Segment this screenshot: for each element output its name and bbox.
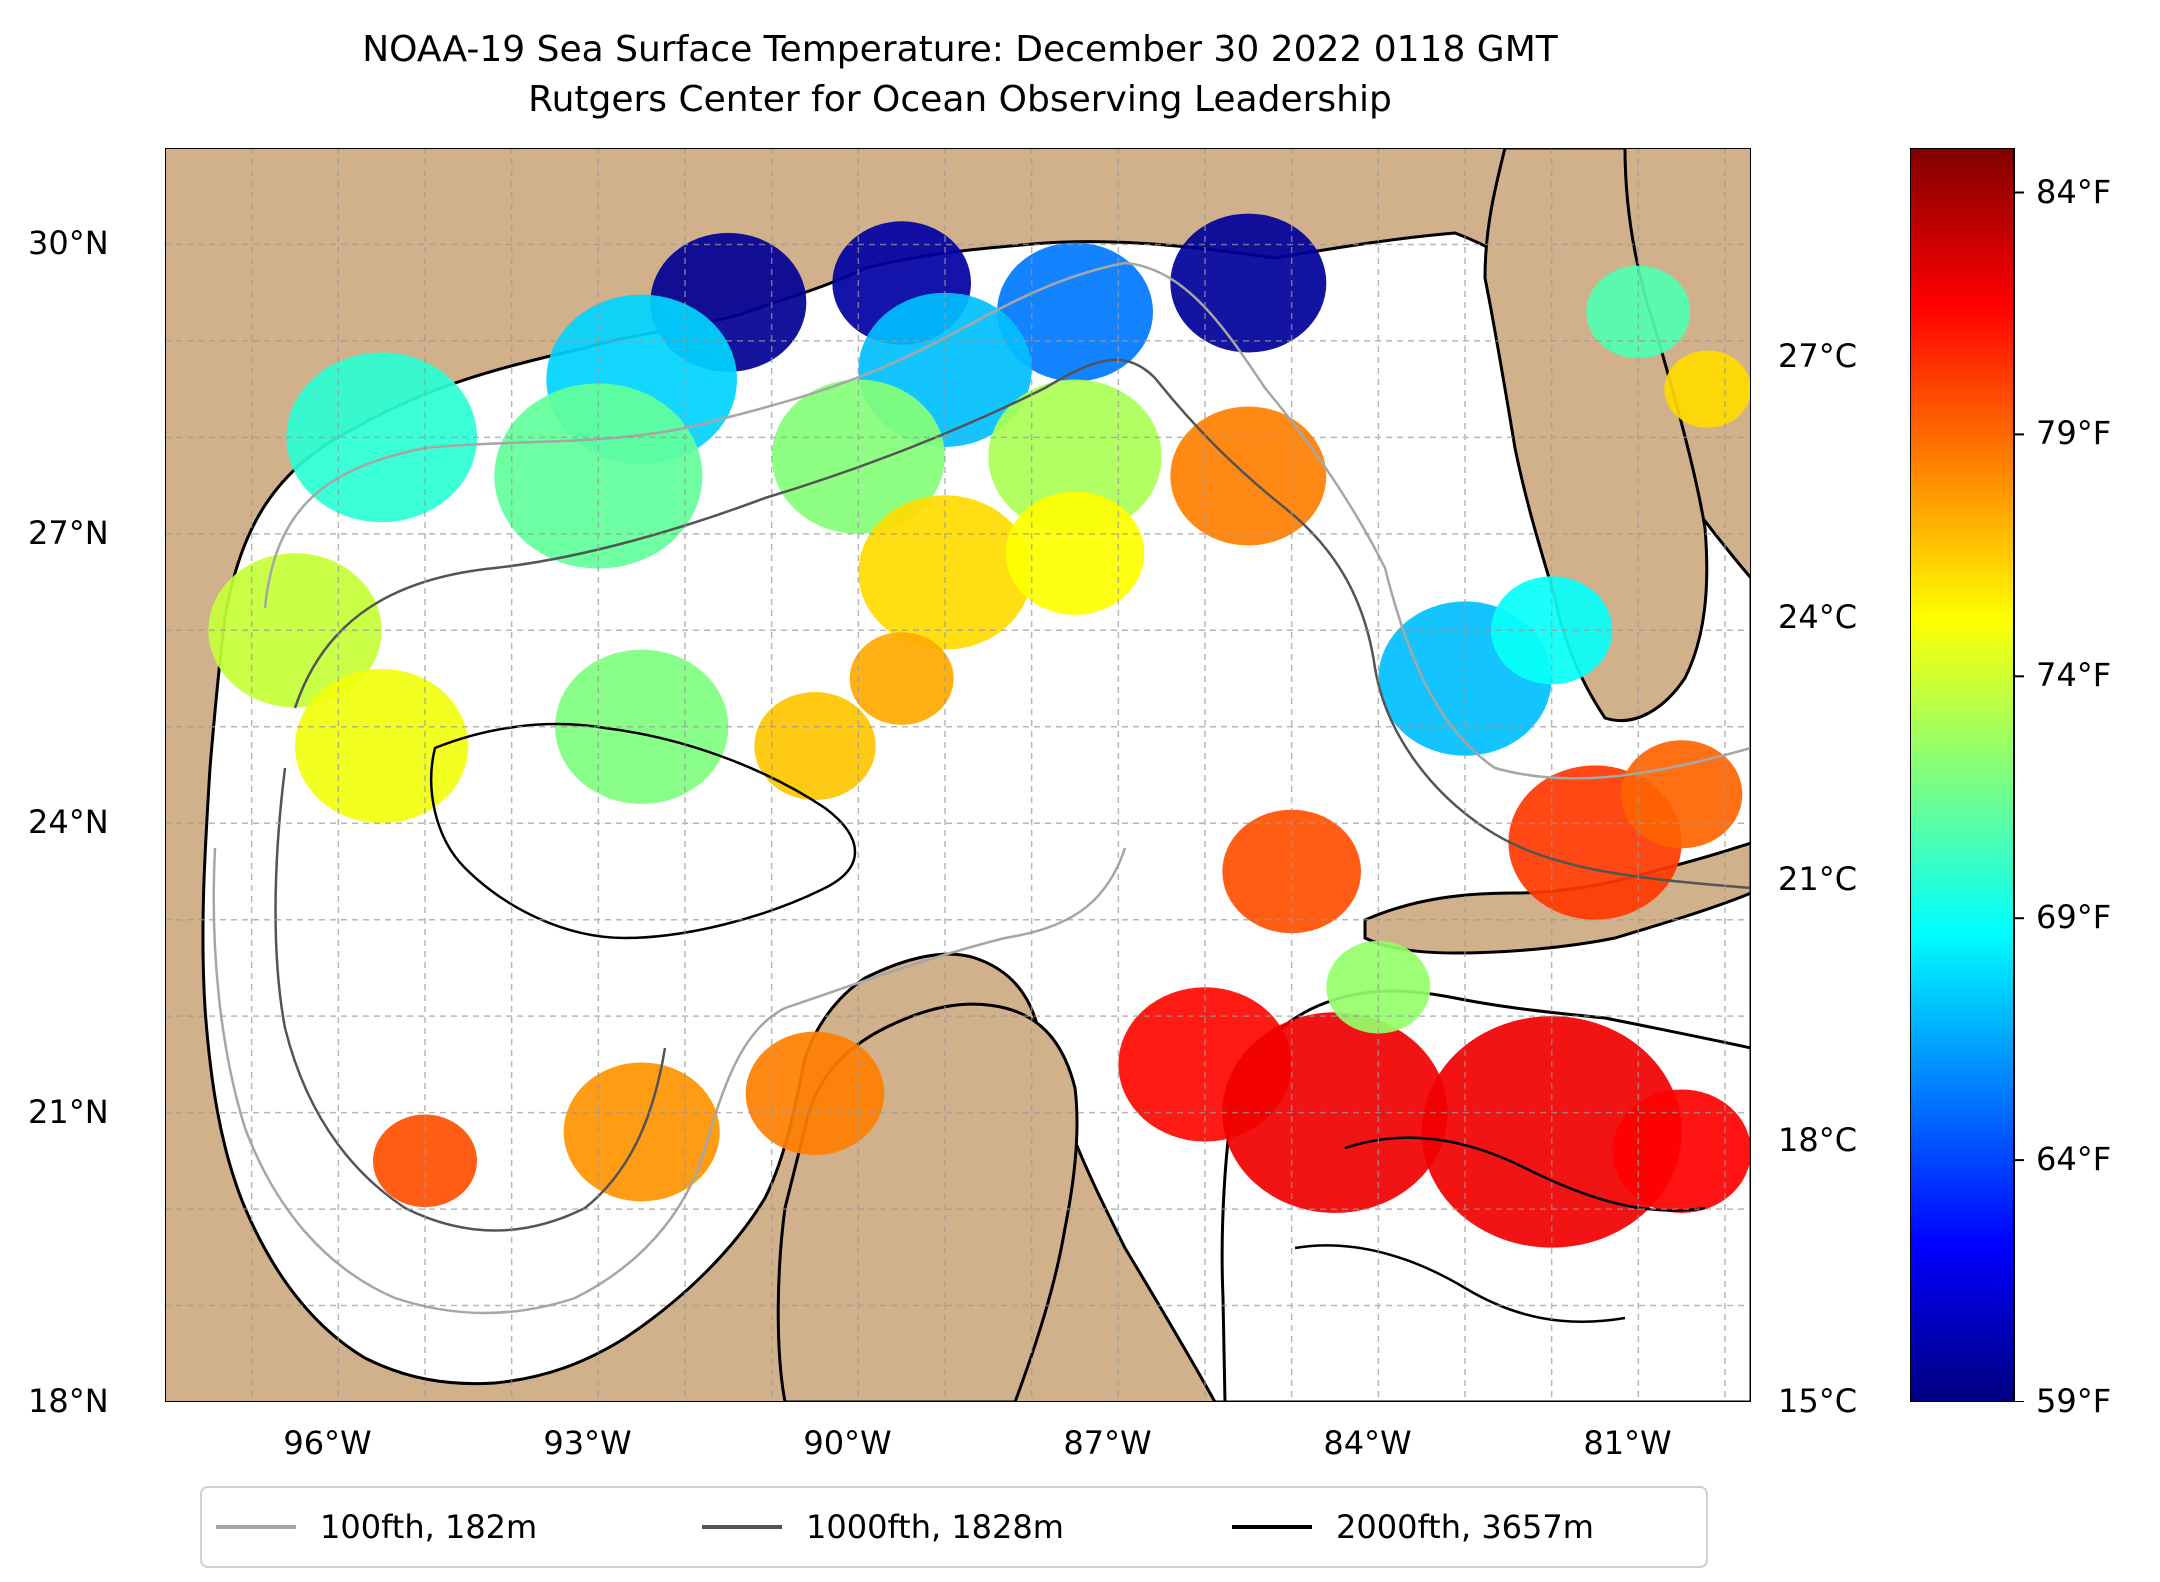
fahrenheit-tick-label: 69°F xyxy=(2036,898,2112,937)
contour-100fth-south xyxy=(212,847,1127,1315)
legend-line-1000fth xyxy=(702,1525,782,1529)
lon-tick-label: 96°W xyxy=(283,1424,372,1462)
legend-label-1000fth: 1000fth, 1828m xyxy=(806,1508,1064,1546)
celsius-tick-label: 27°C xyxy=(1778,337,1858,375)
lon-tick-label: 81°W xyxy=(1583,1424,1672,1462)
map-panel xyxy=(155,147,1752,1412)
sst-patch xyxy=(1222,809,1361,934)
map-title: NOAA-19 Sea Surface Temperature: Decembe… xyxy=(362,29,1558,70)
sst-patch xyxy=(1612,1089,1751,1213)
contour-2000fth xyxy=(430,722,857,940)
sst-patch xyxy=(754,692,876,801)
legend-item-1000fth: 1000fth, 1828m xyxy=(702,1488,1064,1566)
lon-tick-label: 87°W xyxy=(1063,1424,1152,1462)
fahrenheit-tick-label: 64°F xyxy=(2036,1140,2112,1179)
lon-tick-label: 93°W xyxy=(543,1424,632,1462)
fahrenheit-tick-label: 74°F xyxy=(2036,656,2112,695)
lat-tick-label: 24°N xyxy=(28,803,109,842)
fahrenheit-tick-label: 79°F xyxy=(2036,414,2112,453)
contour-1000fth xyxy=(293,358,1751,890)
legend-item-2000fth: 2000fth, 3657m xyxy=(1232,1488,1594,1566)
contour-legend: 100fth, 182m 1000fth, 1828m 2000fth, 365… xyxy=(200,1486,1708,1568)
legend-item-100fth: 100fth, 182m xyxy=(216,1488,537,1566)
legend-label-100fth: 100fth, 182m xyxy=(320,1508,538,1546)
celsius-tick-label: 18°C xyxy=(1778,1120,1858,1159)
lat-tick-label: 30°N xyxy=(28,224,109,263)
lon-tick-label: 84°W xyxy=(1323,1424,1412,1462)
lon-tick-label: 90°W xyxy=(803,1424,892,1462)
sst-patch xyxy=(286,352,477,523)
contour-100fth xyxy=(263,261,1751,780)
legend-line-100fth xyxy=(216,1525,296,1529)
lat-tick-label: 18°N xyxy=(28,1382,109,1420)
celsius-tick-label: 24°C xyxy=(1778,598,1858,637)
sst-patch xyxy=(858,495,1032,650)
sst-patch xyxy=(1170,213,1327,353)
sst-patch xyxy=(1005,491,1145,615)
sst-patch xyxy=(1586,265,1691,359)
legend-line-2000fth xyxy=(1232,1525,1312,1529)
lat-tick-label: 27°N xyxy=(28,513,109,552)
colorbar-gradient xyxy=(1909,147,2015,1403)
sst-patch xyxy=(988,379,1162,534)
map-subtitle: Rutgers Center for Ocean Observing Leade… xyxy=(528,79,1392,120)
fahrenheit-tick-label: 84°F xyxy=(2036,172,2112,211)
sst-patch xyxy=(1621,740,1743,849)
celsius-tick-label: 15°C xyxy=(1778,1382,1858,1420)
sst-patch xyxy=(997,242,1153,382)
contour-1000fth-west xyxy=(274,767,667,1232)
florida-peninsula xyxy=(1483,148,1709,723)
colorbar xyxy=(1900,147,2160,1406)
sst-patch xyxy=(295,668,469,824)
gridlines xyxy=(165,148,1751,1402)
sst-patch xyxy=(849,632,954,725)
sst-patch xyxy=(1664,350,1751,428)
sst-patch xyxy=(494,383,703,569)
contour-2000fth-east xyxy=(1294,1136,1706,1323)
legend-label-2000fth: 2000fth, 3657m xyxy=(1336,1508,1594,1546)
sst-map xyxy=(155,147,1752,1412)
fahrenheit-tick-label: 59°F xyxy=(2036,1382,2112,1420)
lat-tick-label: 21°N xyxy=(28,1092,109,1131)
celsius-tick-label: 21°C xyxy=(1778,859,1858,898)
sst-patch xyxy=(745,1031,885,1156)
